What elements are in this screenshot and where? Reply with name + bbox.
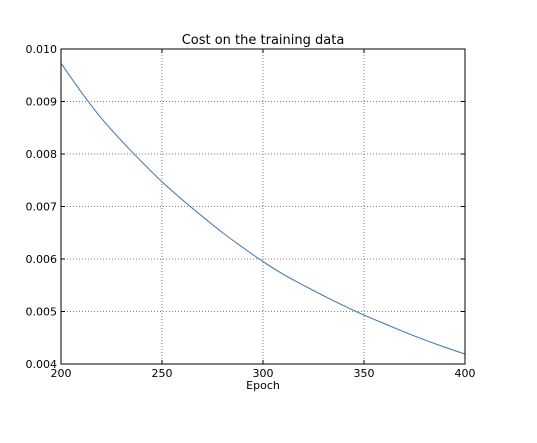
y-tick-label: 0.004 (26, 358, 58, 371)
x-tick-label: 300 (253, 367, 274, 380)
y-tick-label: 0.006 (26, 253, 58, 266)
y-tick-label: 0.010 (26, 43, 58, 56)
cost-series-line (60, 62, 466, 355)
series-layer (60, 62, 466, 355)
x-tick-label: 250 (152, 367, 173, 380)
y-tick-label: 0.009 (26, 96, 58, 109)
x-tick-label: 200 (51, 367, 72, 380)
y-tick-label: 0.008 (26, 148, 58, 161)
x-tick-label: 400 (455, 367, 476, 380)
tick-marks (60, 48, 466, 365)
x-tick-label: 350 (354, 367, 375, 380)
grid-lines (61, 49, 465, 364)
chart-title: Cost on the training data (182, 33, 345, 48)
y-tick-label: 0.005 (26, 306, 58, 319)
x-axis-title: Epoch (246, 379, 280, 392)
tick-labels: 200 250 300 350 400 0.004 0.005 0.006 0.007 0.008… (26, 43, 476, 380)
y-tick-label: 0.007 (26, 201, 58, 214)
